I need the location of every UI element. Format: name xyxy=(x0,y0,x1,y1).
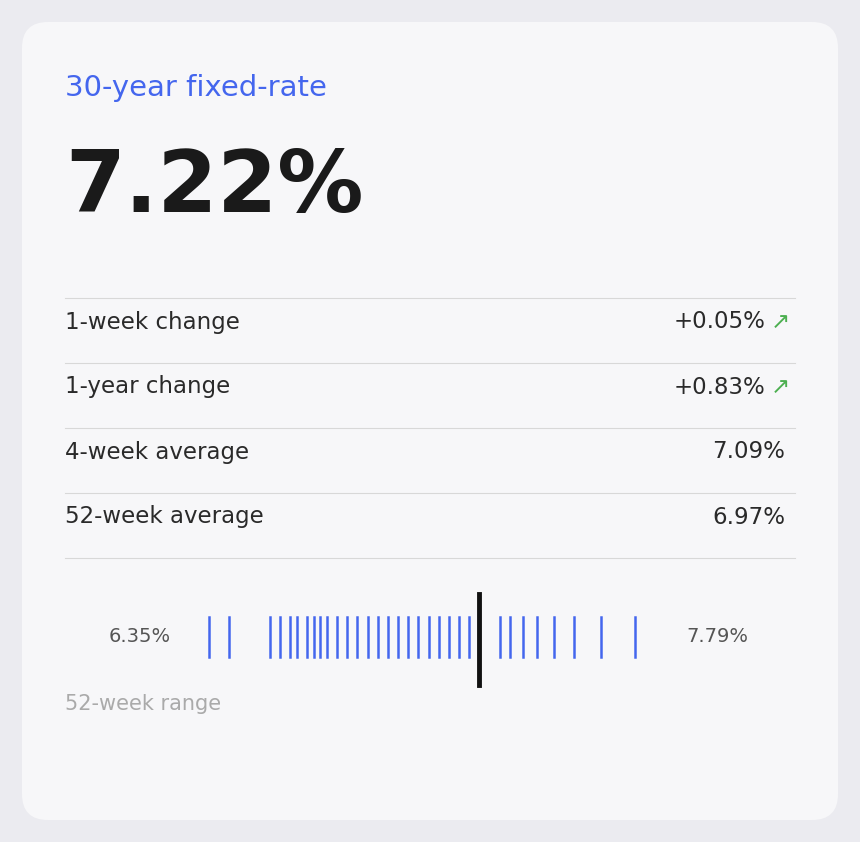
Text: 4-week average: 4-week average xyxy=(65,440,249,463)
Text: 7.79%: 7.79% xyxy=(686,627,748,647)
Text: 7.22%: 7.22% xyxy=(65,147,364,230)
Text: 52-week average: 52-week average xyxy=(65,505,264,529)
Text: 7.09%: 7.09% xyxy=(712,440,785,463)
Text: +0.05%: +0.05% xyxy=(673,311,765,333)
Text: 1-week change: 1-week change xyxy=(65,311,240,333)
Text: 6.35%: 6.35% xyxy=(109,627,171,647)
Text: ↗: ↗ xyxy=(771,376,790,398)
Text: 6.97%: 6.97% xyxy=(712,505,785,529)
Text: 1-year change: 1-year change xyxy=(65,376,230,398)
FancyBboxPatch shape xyxy=(22,22,838,820)
Text: ↗: ↗ xyxy=(771,311,790,333)
Text: 30-year fixed-rate: 30-year fixed-rate xyxy=(65,74,327,102)
Text: +0.83%: +0.83% xyxy=(673,376,765,398)
Text: 52-week range: 52-week range xyxy=(65,694,221,714)
